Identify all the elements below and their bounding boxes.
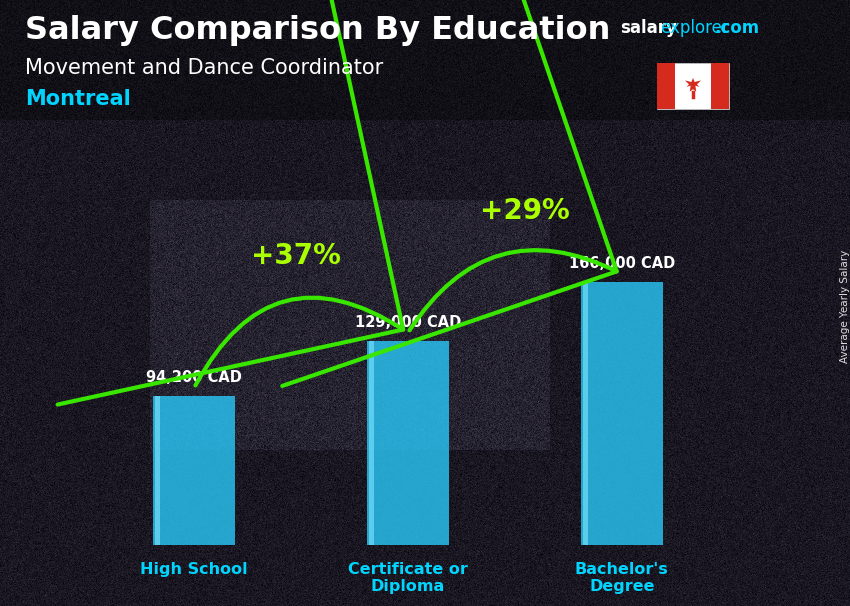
- Bar: [657, 63, 675, 109]
- Text: Movement and Dance Coordinator: Movement and Dance Coordinator: [25, 58, 383, 78]
- Bar: [581, 282, 662, 545]
- Text: Montreal: Montreal: [25, 89, 131, 109]
- Text: +29%: +29%: [480, 197, 570, 225]
- Text: 94,200 CAD: 94,200 CAD: [146, 370, 242, 385]
- Text: .com: .com: [714, 19, 759, 37]
- Bar: [711, 63, 729, 109]
- Bar: [583, 282, 587, 545]
- Bar: [154, 396, 235, 545]
- Text: Salary Comparison By Education: Salary Comparison By Education: [25, 16, 610, 47]
- Text: +37%: +37%: [251, 242, 341, 270]
- FancyBboxPatch shape: [657, 63, 729, 109]
- Bar: [369, 341, 374, 545]
- Bar: [367, 341, 449, 545]
- Bar: [155, 396, 160, 545]
- Text: 129,000 CAD: 129,000 CAD: [355, 315, 461, 330]
- Text: 166,000 CAD: 166,000 CAD: [569, 256, 675, 271]
- Text: explorer: explorer: [660, 19, 728, 37]
- Polygon shape: [685, 78, 701, 92]
- Text: Average Yearly Salary: Average Yearly Salary: [840, 250, 850, 362]
- Text: salary: salary: [620, 19, 677, 37]
